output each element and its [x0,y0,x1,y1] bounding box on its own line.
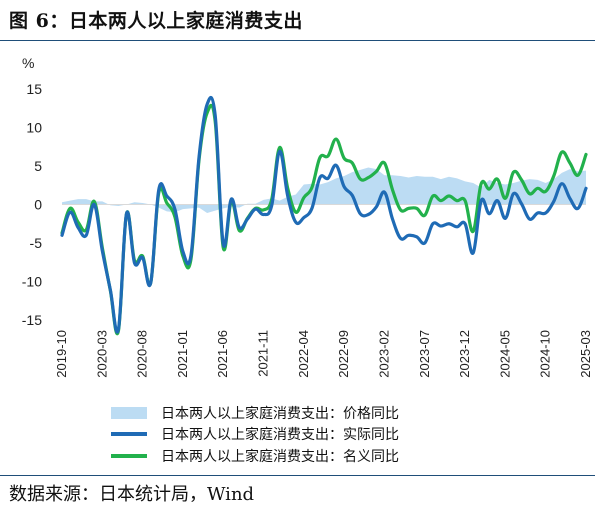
y-tick-label: 5 [34,158,42,174]
y-tick-label: -15 [22,312,42,328]
line-layer [60,95,588,336]
legend-label-real: 日本两人以上家庭消费支出：实际同比 [161,426,399,443]
y-axis-ticks: 15 10 5 0 -5 -10 -15 [22,81,42,328]
x-tick-label: 2024-05 [497,330,512,378]
x-tick-label: 2023-07 [417,330,432,378]
area-layer [62,167,586,213]
title-divider [0,40,595,41]
legend-item-price: 日本两人以上家庭消费支出：价格同比 [111,405,399,422]
x-tick-label: 2025-03 [578,330,593,378]
legend-item-real: 日本两人以上家庭消费支出：实际同比 [111,426,399,443]
y-tick-label: 10 [26,120,42,136]
x-tick-label: 2023-02 [376,330,391,378]
y-tick-label: 0 [34,197,42,213]
x-tick-label: 2023-12 [457,330,472,378]
legend-item-nominal: 日本两人以上家庭消费支出：名义同比 [111,448,399,465]
series-line-nominal [60,103,588,336]
legend: 日本两人以上家庭消费支出：价格同比 日本两人以上家庭消费支出：实际同比 日本两人… [111,405,399,465]
x-tick-label: 2020-08 [135,330,150,378]
x-tick-label: 2024-10 [538,330,553,378]
legend-swatch-price [111,407,147,419]
x-tick-label: 2022-09 [336,330,351,378]
y-unit-label: % [22,55,34,71]
legend-label-price: 日本两人以上家庭消费支出：价格同比 [161,405,399,422]
x-tick-label: 2020-03 [94,330,109,378]
series-line-real [60,95,588,334]
y-tick-label: 15 [26,81,42,97]
x-tick-label: 2021-11 [256,330,271,377]
x-tick-label: 2021-06 [215,330,230,378]
y-tick-label: -10 [22,274,42,290]
data-source: 数据来源：日本统计局，Wind [9,484,255,505]
figure-title: 图 6：日本两人以上家庭消费支出 [9,10,303,32]
series-area-price [62,167,586,213]
y-tick-label: -5 [30,235,43,251]
x-tick-label: 2021-01 [175,330,190,378]
legend-label-nominal: 日本两人以上家庭消费支出：名义同比 [161,448,399,465]
x-tick-label: 2019-10 [54,330,69,378]
x-axis-ticks: 2019-10 2020-03 2020-08 2021-01 2021-06 2021-… [54,330,593,378]
x-tick-label: 2022-04 [296,330,311,378]
source-divider [0,475,595,476]
